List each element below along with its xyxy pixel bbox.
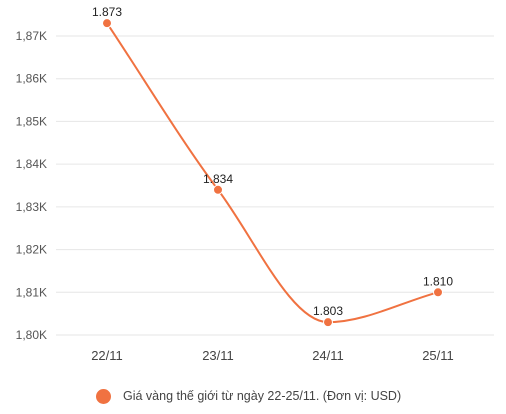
data-label: 1.873 [92, 5, 122, 19]
y-tick-label: 1,85K [16, 114, 47, 128]
x-axis-ticks: 22/11 23/11 24/11 25/11 [91, 348, 454, 363]
data-label: 1.834 [203, 172, 233, 186]
y-tick-label: 1,83K [16, 200, 47, 214]
line-chart: 1,80K 1,81K 1,82K 1,83K 1,84K 1,85K 1,86K 1,87K… [16, 5, 494, 363]
x-tick-label: 24/11 [312, 348, 344, 363]
data-label: 1.810 [423, 274, 453, 288]
legend: Giá vàng thế giới từ ngày 22-25/11. (Đơn… [96, 386, 401, 406]
y-tick-label: 1,87K [16, 29, 47, 43]
data-points [102, 18, 443, 328]
data-labels: 1.873 1.834 1.803 1.810 [92, 5, 453, 318]
data-point [433, 287, 443, 298]
legend-marker [96, 388, 111, 404]
y-tick-label: 1,81K [16, 285, 47, 299]
y-tick-label: 1,86K [16, 72, 47, 86]
data-point [102, 18, 112, 29]
y-tick-label: 1,80K [16, 328, 47, 342]
legend-label: Giá vàng thế giới từ ngày 22-25/11. (Đơn… [123, 389, 402, 403]
y-tick-label: 1,82K [16, 243, 47, 257]
x-tick-label: 22/11 [91, 348, 123, 363]
x-tick-label: 25/11 [422, 348, 454, 363]
y-tick-label: 1,84K [16, 157, 47, 171]
y-axis-ticks: 1,80K 1,81K 1,82K 1,83K 1,84K 1,85K 1,86K 1,87K [16, 29, 47, 342]
data-point [323, 317, 333, 328]
grid-lines [56, 35, 494, 336]
x-tick-label: 23/11 [202, 348, 234, 363]
data-point [213, 184, 223, 195]
series-line [106, 22, 439, 324]
data-label: 1.803 [313, 304, 343, 318]
